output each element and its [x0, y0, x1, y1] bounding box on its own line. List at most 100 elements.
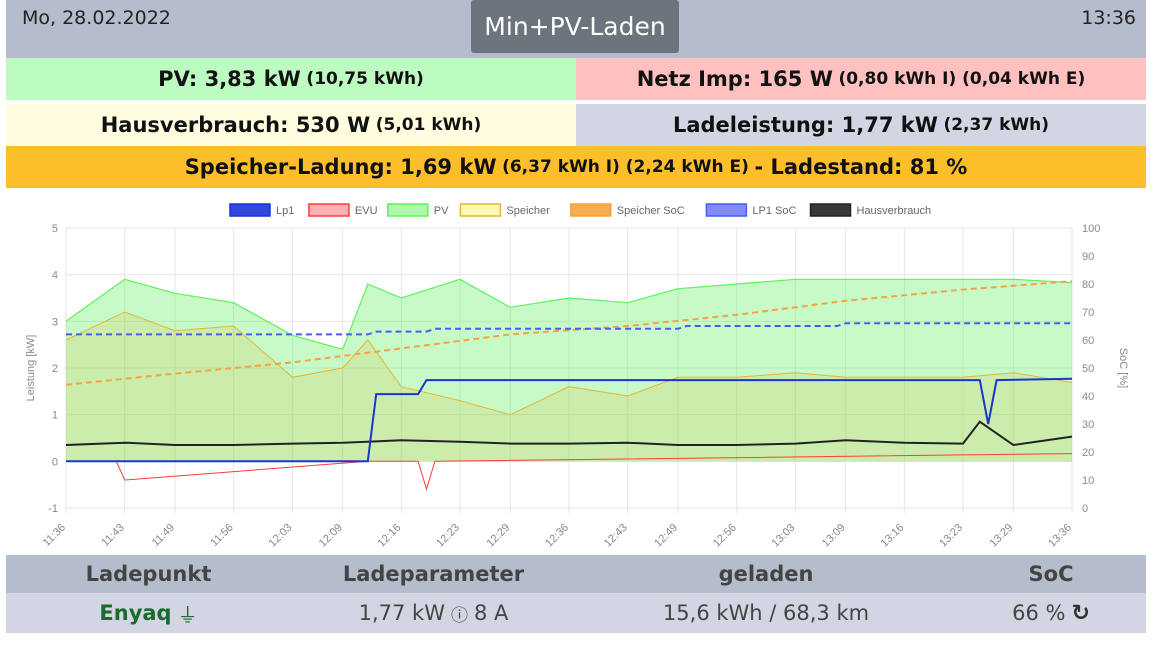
x-tick: 12:56	[711, 522, 739, 548]
battery-soc: - Ladestand: 81 %	[754, 155, 968, 179]
y-tick-right: 20	[1082, 447, 1094, 459]
vehicle-soc: 66 %	[1012, 601, 1066, 625]
x-tick: 11:36	[41, 522, 68, 548]
x-tick: 11:56	[208, 522, 235, 548]
chargepoint-table-header: Ladepunkt Ladeparameter geladen SoC	[6, 555, 1146, 593]
y-axis-label-left: Leistung [kW]	[25, 335, 37, 402]
legend-swatch-pv	[387, 203, 429, 217]
series-area-speicher	[66, 312, 1072, 462]
x-tick: 13:29	[987, 522, 1015, 548]
battery-power: Speicher-Ladung: 1,69 kW	[184, 155, 497, 179]
x-tick: 12:16	[376, 522, 404, 548]
legend-label-speicher: Speicher	[506, 205, 550, 217]
x-tick: 13:23	[937, 522, 965, 548]
refresh-icon[interactable]: ↻	[1071, 600, 1090, 626]
y-axis-label-right: SoC [%]	[1117, 348, 1129, 388]
x-tick: 13:16	[879, 522, 907, 548]
chargepoint-name[interactable]: Enyaq	[99, 601, 172, 625]
header-soc: SoC	[1028, 562, 1074, 586]
series-area-pv	[66, 279, 1072, 462]
x-tick: 12:23	[434, 522, 462, 548]
charge-power: 1,77 kW	[358, 601, 445, 625]
series-line-hausverbrauch	[65, 420, 1073, 447]
header-ladeparameter: Ladeparameter	[342, 562, 525, 586]
series-line-lp1	[66, 377, 1073, 463]
y-tick-right: 80	[1082, 279, 1094, 291]
y-tick-right: 70	[1082, 307, 1094, 319]
series-line-lp1-soc	[66, 322, 1072, 336]
x-tick: 11:49	[150, 522, 177, 548]
x-tick: 12:29	[484, 522, 512, 548]
x-tick: 13:36	[1046, 522, 1074, 548]
y-tick-right: 90	[1082, 251, 1094, 263]
x-tick: 12:03	[267, 522, 295, 548]
y-tick-right: 0	[1082, 503, 1088, 515]
legend-swatch-hausverbrauch	[809, 203, 852, 217]
grid-energy: (0,80 kWh I) (0,04 kWh E)	[838, 69, 1086, 89]
y-tick-right: 100	[1082, 223, 1100, 235]
series-line-pv	[65, 278, 1073, 351]
x-tick: 12:36	[543, 522, 571, 548]
y-tick-left: 2	[52, 363, 58, 375]
y-tick-right: 40	[1082, 391, 1094, 403]
header-geladen: geladen	[718, 562, 814, 586]
legend-swatch-lp1-soc	[705, 203, 748, 217]
house-summary: Hausverbrauch: 530 W (5,01 kWh)	[6, 104, 576, 146]
battery-summary: Speicher-Ladung: 1,69 kW (6,37 kWh I) (2…	[6, 146, 1146, 188]
chargepoint-row[interactable]: Enyaq ⏚ 1,77 kW ⓘ 8 A 15,6 kWh / 68,3 km…	[6, 593, 1146, 633]
x-tick: 13:03	[770, 522, 798, 548]
y-tick-left: 4	[52, 270, 58, 282]
power-chart[interactable]: -1 0 1 2 3 4 5 0 10 20 30 40 50 60 70 80 90 100 11:36 11:43…	[0, 196, 1156, 550]
series-line-speicher	[65, 311, 1073, 416]
pv-energy: (10,75 kWh)	[306, 69, 424, 89]
y-tick-left: 5	[52, 223, 58, 235]
charged-energy: 15,6 kWh / 68,3 km	[662, 601, 870, 625]
y-tick-left: 1	[52, 410, 58, 422]
charge-parameters[interactable]: 1,77 kW ⓘ 8 A	[291, 593, 576, 633]
legend-swatch-evu	[308, 203, 350, 217]
legend-label-lp1-soc: LP1 SoC	[752, 205, 796, 217]
y-tick-left: 3	[52, 316, 58, 328]
x-tick: 11:43	[99, 522, 126, 548]
charge-mode-button[interactable]: Min+PV-Laden	[471, 0, 679, 53]
x-tick: 12:43	[602, 522, 630, 548]
time-display: 13:36	[1081, 7, 1136, 29]
legend-label-speicher-soc: Speicher SoC	[617, 205, 685, 217]
x-tick: 12:09	[317, 522, 345, 548]
legend-swatch-lp1	[229, 203, 271, 217]
charge-current: 8 A	[473, 601, 509, 625]
battery-energy: (6,37 kWh I) (2,24 kWh E)	[502, 157, 749, 177]
soc-cell[interactable]: 66 % ↻	[956, 593, 1146, 633]
legend-swatch-speicher	[459, 203, 502, 217]
y-tick-right: 60	[1082, 335, 1094, 347]
legend-label-hausverbrauch: Hausverbrauch	[857, 205, 932, 217]
info-icon: ⓘ	[450, 605, 468, 626]
x-tick: 12:49	[652, 522, 680, 548]
date-display: Mo, 28.02.2022	[22, 7, 171, 29]
pv-power: PV: 3,83 kW	[158, 67, 301, 91]
top-bar: Mo, 28.02.2022 Min+PV-Laden 13:36	[6, 0, 1146, 58]
chargepoint-name-cell[interactable]: Enyaq ⏚	[6, 593, 291, 633]
legend-swatch-speicher-soc	[570, 203, 612, 217]
x-tick: 13:09	[820, 522, 848, 548]
y-tick-left: -1	[48, 503, 58, 515]
y-tick-right: 10	[1082, 475, 1094, 487]
plug-icon: ⏚	[177, 602, 198, 627]
y-tick-right: 50	[1082, 363, 1094, 375]
pv-summary: PV: 3,83 kW (10,75 kWh)	[6, 58, 576, 100]
charging-energy: (2,37 kWh)	[943, 115, 1050, 135]
grid-power: Netz Imp: 165 W	[636, 67, 833, 91]
grid-summary: Netz Imp: 165 W (0,80 kWh I) (0,04 kWh E…	[576, 58, 1146, 100]
y-tick-right: 30	[1082, 419, 1094, 431]
house-power: Hausverbrauch: 530 W	[100, 113, 371, 137]
series-line-speicher-soc	[65, 280, 1073, 386]
legend-label-lp1: Lp1	[276, 205, 294, 217]
y-tick-left: 0	[52, 456, 58, 468]
legend-label-evu: EVU	[355, 205, 378, 217]
legend-label-pv: PV	[434, 205, 449, 217]
charging-summary: Ladeleistung: 1,77 kW (2,37 kWh)	[576, 104, 1146, 146]
house-energy: (5,01 kWh)	[375, 115, 482, 135]
series-line-evu	[66, 453, 1073, 492]
header-ladepunkt: Ladepunkt	[85, 562, 212, 586]
